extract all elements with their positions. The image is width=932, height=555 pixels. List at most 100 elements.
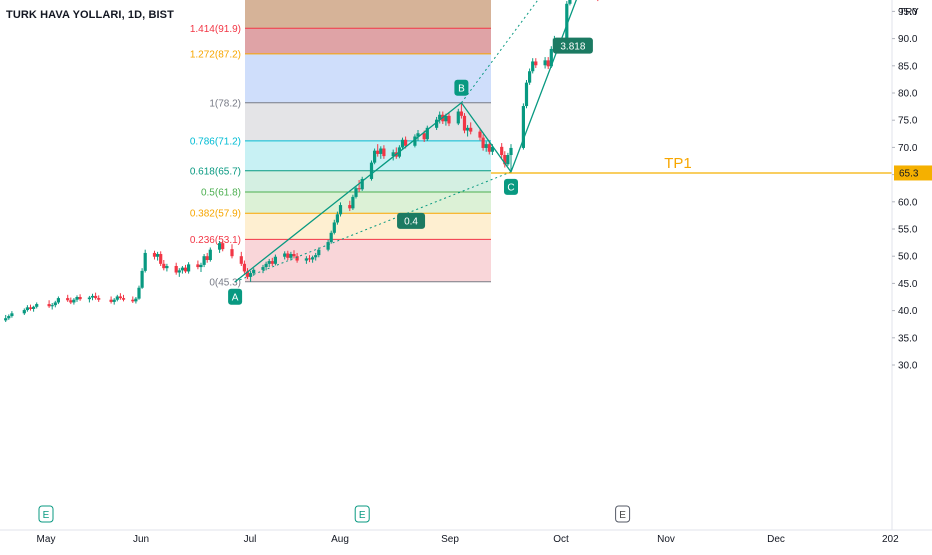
y-tick-label: 70.0 [898,143,918,154]
candle-body [360,178,364,190]
candle [94,292,98,300]
candle-body [115,296,119,300]
candle [528,68,532,85]
candle [354,186,358,199]
candle-body [121,298,126,300]
candle-body [524,82,529,107]
candle [53,300,57,308]
x-tick-label: Aug [331,534,349,545]
candle-body [230,249,234,257]
ratio-value: 0.4 [404,217,418,228]
candle-body [543,60,547,66]
candle [174,262,178,275]
candle [264,261,268,271]
candle-body [131,299,135,302]
candle [391,149,395,161]
candle [115,294,119,302]
candle [131,296,135,303]
candle-body [425,127,429,140]
candle-body [348,205,352,209]
candle-body [69,300,73,303]
candle-body [134,298,138,302]
y-tick-label: 75.0 [898,116,918,127]
candle [400,137,405,150]
candle-body [521,106,525,148]
candle [568,0,572,6]
y-tick-label: 30.0 [898,361,918,372]
fib-band [245,140,491,171]
candle-body [304,258,308,261]
candle-body [466,127,470,131]
candle-body [335,214,339,223]
earnings-marker-label: E [359,510,366,521]
candle-body [177,270,181,273]
candle [118,293,122,300]
candle [338,202,343,217]
candle [447,112,451,127]
candle-body [506,155,510,165]
candle [177,268,181,277]
candle [199,262,203,272]
candle [317,247,321,258]
fib-level-label: 1.414(91.9) [190,24,241,35]
candle [373,148,377,165]
candle-body [404,139,408,146]
candle [180,265,184,274]
candle-body [435,119,439,128]
candle-body [267,261,271,264]
candle-body [531,61,535,72]
candle [348,200,352,212]
candle-body [481,137,485,148]
fib-band [245,213,491,240]
candle [369,160,374,181]
x-tick-label: Sep [441,534,459,545]
fib-level-label: 0.786(71.2) [190,136,241,147]
candle-body [112,299,116,302]
candle [28,304,33,311]
candle [267,258,271,268]
fib-level-label: 1.272(87.2) [190,49,241,60]
candle [75,295,79,302]
candle [112,298,116,305]
candle-body [75,297,79,300]
candle-body [568,0,572,4]
candle-body [354,188,358,197]
candle-body [292,254,296,257]
abcd-pattern-line [234,0,577,283]
earnings-marker-label: E [43,510,50,521]
candle-body [97,298,101,300]
candle [249,270,253,282]
candle-body [351,196,355,209]
candle-body [546,60,550,67]
candle-body [338,205,343,215]
candle-body [286,253,290,258]
candle [326,239,330,252]
candle [50,302,54,310]
candle [307,255,312,263]
candle-body [140,270,144,288]
candle [165,263,169,272]
ratio-label: 3.818 [552,37,593,54]
candle-body [400,139,405,148]
candle-body [221,243,225,250]
candle-body [47,304,51,307]
candle [546,57,550,70]
candle-body [509,147,513,156]
candle [459,102,463,119]
fib-level-label: 0(45.3) [209,277,241,288]
candle [509,144,513,172]
pattern-point-label: C [507,183,514,194]
candle [4,314,8,323]
candle-body [162,263,166,269]
candle-body [50,305,54,307]
candle-body [416,133,420,137]
candle-body [329,232,333,243]
earnings-marker: E [615,505,631,523]
candle [109,296,113,304]
candle-body [379,148,383,154]
candle-body [199,264,203,268]
candle-body [87,297,91,300]
candle-body [4,318,8,321]
x-tick-label: May [37,534,56,545]
